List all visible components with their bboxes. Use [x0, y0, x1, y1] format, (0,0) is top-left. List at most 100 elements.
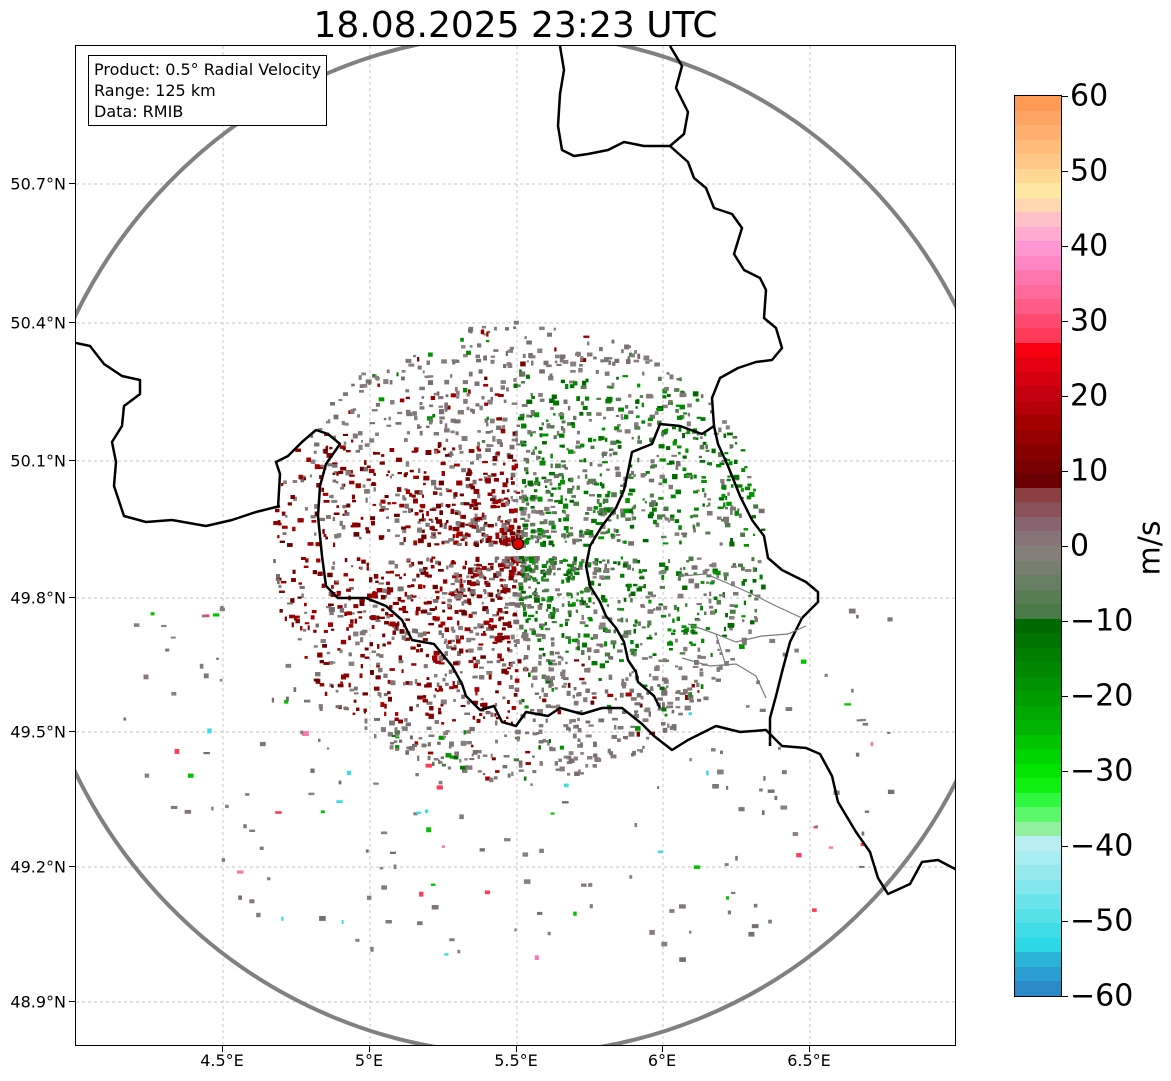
colorbar-tick-label: −20	[1070, 678, 1134, 714]
lat-label: 48.9°N	[10, 992, 66, 1012]
colorbar-swatch	[1015, 894, 1061, 909]
colorbar-tick-label: −30	[1070, 753, 1134, 789]
lat-label: 50.1°N	[10, 451, 66, 471]
colorbar-swatch	[1015, 981, 1061, 996]
colorbar-swatch	[1015, 560, 1061, 576]
colorbar-tick	[1062, 171, 1068, 172]
x-tick	[809, 1046, 810, 1052]
colorbar-tick	[1062, 846, 1068, 847]
product-info-box: Product: 0.5° Radial Velocity Range: 125…	[88, 55, 328, 126]
colorbar-swatch	[1015, 270, 1061, 285]
border-belgium-germany	[556, 46, 690, 158]
colorbar-swatch	[1015, 139, 1061, 155]
colorbar-swatch	[1015, 749, 1061, 764]
colorbar-swatch	[1015, 487, 1061, 503]
border-france-belgium-lux	[274, 428, 955, 896]
colorbar-swatch	[1015, 734, 1061, 750]
colorbar-swatch	[1015, 96, 1061, 111]
colorbar-swatch	[1015, 807, 1061, 822]
colorbar-swatch	[1015, 763, 1061, 779]
colorbar-unit: m/s	[1132, 520, 1168, 576]
colorbar-tick	[1062, 246, 1068, 247]
lon-label: 4.5°E	[200, 1051, 244, 1070]
colorbar-tick	[1062, 621, 1068, 622]
colorbar-swatch	[1015, 110, 1061, 126]
colorbar-swatch	[1015, 879, 1061, 895]
y-tick	[69, 866, 75, 867]
colorbar-swatch	[1015, 400, 1061, 416]
colorbar-tick-label: 10	[1070, 453, 1109, 489]
map-title: 18.08.2025 23:23 UTC	[313, 5, 718, 46]
colorbar-swatch	[1015, 516, 1061, 532]
colorbar-tick	[1062, 921, 1068, 922]
colorbar-swatch	[1015, 328, 1061, 343]
x-tick	[369, 1046, 370, 1052]
colorbar-swatch	[1015, 691, 1061, 706]
lon-label: 5.5°E	[494, 1051, 538, 1070]
colorbar-tick	[1062, 696, 1068, 697]
range-label: Range: 125 km	[94, 81, 216, 100]
colorbar-swatch	[1015, 473, 1061, 488]
lon-label: 6.5°E	[787, 1051, 831, 1070]
colorbar-swatch	[1015, 923, 1061, 938]
colorbar-swatch	[1015, 676, 1061, 692]
colorbar-swatch	[1015, 618, 1061, 634]
colorbar-swatch	[1015, 342, 1061, 358]
colorbar-tick	[1062, 96, 1068, 97]
lat-label: 49.8°N	[10, 588, 66, 608]
radar-map[interactable]	[75, 45, 956, 1046]
colorbar-swatch	[1015, 197, 1061, 213]
y-tick	[69, 597, 75, 598]
colorbar-swatch	[1015, 458, 1061, 474]
lon-label: 5°E	[354, 1051, 384, 1070]
colorbar-swatch	[1015, 299, 1061, 314]
colorbar-swatch	[1015, 429, 1061, 445]
colorbar-swatch	[1015, 502, 1061, 517]
colorbar-swatch	[1015, 850, 1061, 866]
radar-site-marker[interactable]	[512, 538, 524, 550]
y-tick	[69, 731, 75, 732]
colorbar-tick	[1062, 546, 1068, 547]
colorbar-swatch	[1015, 821, 1061, 837]
colorbar-swatch	[1015, 386, 1061, 401]
x-tick	[662, 1046, 663, 1052]
x-tick	[516, 1046, 517, 1052]
lon-label: 6°E	[647, 1051, 677, 1070]
source-label: Data: RMIB	[94, 102, 184, 121]
colorbar-swatch	[1015, 444, 1061, 459]
colorbar-tick	[1062, 996, 1068, 997]
lat-label: 50.7°N	[10, 174, 66, 194]
colorbar-tick-label: 0	[1070, 528, 1090, 564]
product-label: Product: 0.5° Radial Velocity	[94, 60, 322, 79]
colorbar-swatch	[1015, 357, 1061, 372]
colorbar-swatch	[1015, 720, 1061, 735]
border-germany-lux	[584, 145, 784, 709]
colorbar-tick-label: −60	[1070, 978, 1134, 1014]
colorbar-swatch	[1015, 125, 1061, 140]
border-belgium-france-west	[76, 341, 281, 528]
colorbar-swatch	[1015, 836, 1061, 851]
colorbar-swatch	[1015, 908, 1061, 924]
colorbar-swatch	[1015, 937, 1061, 953]
colorbar-tick	[1062, 471, 1068, 472]
velocity-colorbar	[1014, 95, 1062, 997]
colorbar-swatch	[1015, 545, 1061, 561]
radar-map-canvas	[76, 46, 955, 1045]
border-lux-germany-east	[712, 425, 820, 746]
colorbar-swatch	[1015, 952, 1061, 967]
lat-label: 50.4°N	[10, 313, 66, 333]
y-tick	[69, 183, 75, 184]
colorbar-tick	[1062, 771, 1068, 772]
colorbar-swatch	[1015, 792, 1061, 808]
colorbar-swatch	[1015, 966, 1061, 982]
colorbar-swatch	[1015, 241, 1061, 256]
colorbar-tick-label: 50	[1070, 153, 1109, 189]
y-tick	[69, 322, 75, 323]
y-tick	[69, 1001, 75, 1002]
colorbar-tick-label: 60	[1070, 78, 1109, 114]
colorbar-tick	[1062, 321, 1068, 322]
colorbar-swatch	[1015, 415, 1061, 430]
colorbar-swatch	[1015, 589, 1061, 605]
colorbar-swatch	[1015, 183, 1061, 198]
colorbar-swatch	[1015, 313, 1061, 329]
